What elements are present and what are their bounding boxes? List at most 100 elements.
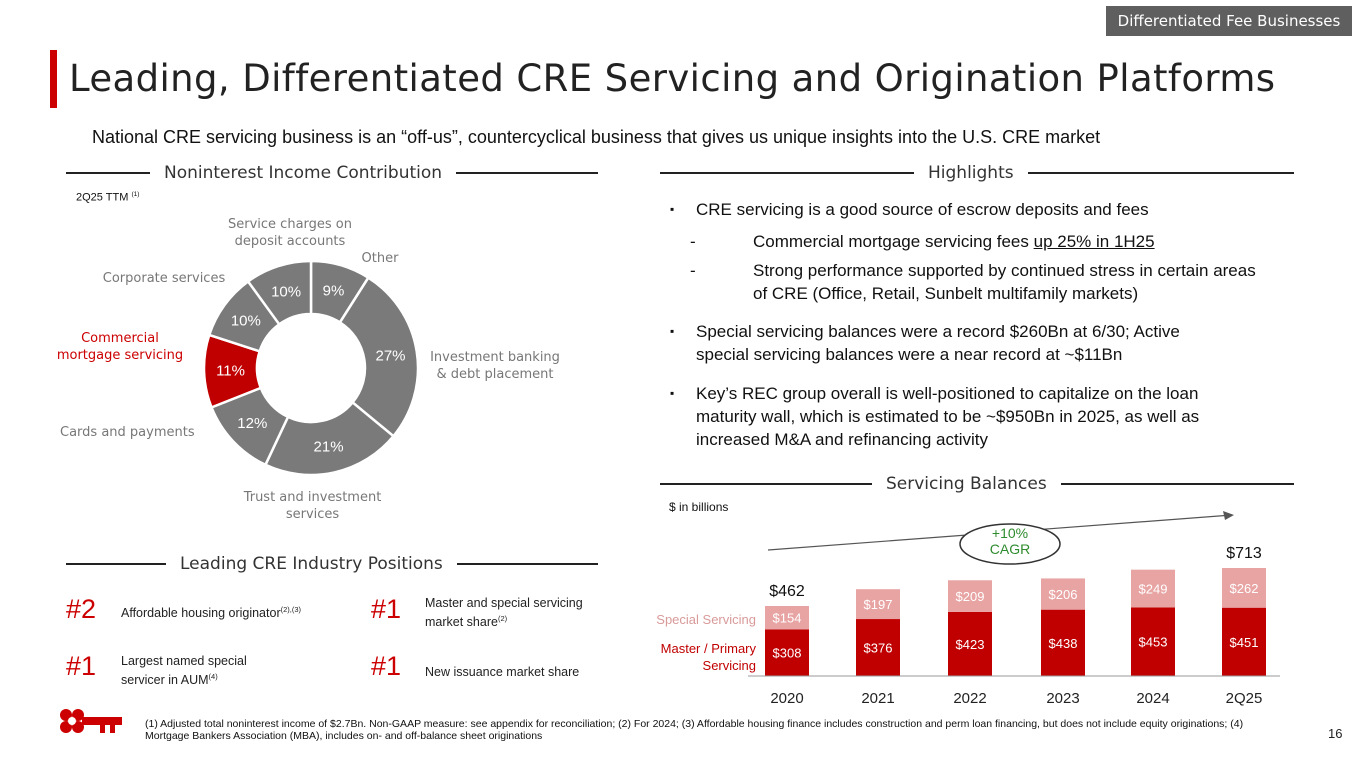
- rank-number: #2: [66, 594, 97, 624]
- bar-label-special: $262: [1230, 581, 1259, 596]
- donut-slice-value: 9%: [323, 283, 345, 300]
- bullet-glyph: ▪: [670, 324, 675, 338]
- bar-master-primary: [948, 611, 992, 676]
- rank-text: New issuance market share: [425, 661, 605, 680]
- section-header-label: Servicing Balances: [886, 474, 1047, 494]
- cagr-bubble: [959, 523, 1061, 565]
- bar-master-primary: [1222, 607, 1266, 676]
- bar-special: [1222, 568, 1266, 608]
- rank-text-main: New issuance market share: [425, 665, 580, 680]
- bar-label-special: $209: [956, 589, 985, 604]
- rank-text-sup: (4): [208, 672, 218, 681]
- cagr-arrow-head: [1223, 511, 1234, 520]
- rank-number: #1: [66, 651, 97, 681]
- page-title: Leading, Differentiated CRE Servicing an…: [69, 57, 1276, 100]
- series-label-master: Master / Primary Servicing: [661, 641, 757, 673]
- rank-text: Largest named special servicer in AUM(4): [121, 654, 271, 688]
- highlight-bullet-3: ▪ Key’s REC group overall is well-positi…: [670, 382, 1310, 451]
- bar-label-master: $451: [1230, 635, 1259, 650]
- donut-slice-value: 10%: [271, 283, 301, 300]
- donut-slice: [246, 259, 313, 327]
- page-number: 16: [1328, 726, 1343, 741]
- highlight-text: Commercial mortgage servicing fees up 25…: [670, 230, 1310, 253]
- highlight-text-underlined: up 25% in 1H25: [1033, 232, 1155, 251]
- key-logo-icon: [60, 709, 122, 733]
- bullet-glyph: ▪: [670, 386, 675, 400]
- bar-label-special: $197: [864, 597, 893, 612]
- x-tick-label: 2022: [953, 690, 986, 707]
- bar-total-label: $462: [769, 583, 805, 600]
- x-tick-label: 2021: [861, 690, 894, 707]
- rank-text: Master and special servicing market shar…: [425, 596, 605, 630]
- rank-text-sup: (2),(3): [280, 605, 302, 614]
- bar-label-master: $453: [1139, 635, 1168, 650]
- highlight-text: Special servicing balances were a record…: [696, 322, 1180, 364]
- page-subtitle: National CRE servicing business is an “o…: [92, 127, 1101, 147]
- bar-total-label: $713: [1226, 545, 1262, 562]
- bar-special: [765, 606, 809, 630]
- rank-text-main: Master and special servicing market shar…: [425, 596, 583, 630]
- ttm-note: 2Q25 TTM (1): [76, 191, 140, 204]
- bar-special: [1131, 569, 1175, 608]
- highlight-text: Key’s REC group overall is well-position…: [696, 384, 1200, 449]
- bar-special: [1041, 578, 1085, 610]
- bar-label-master: $438: [1049, 636, 1078, 651]
- cagr-label: +10% CAGR: [990, 525, 1030, 557]
- section-header-income: Noninterest Income Contribution: [66, 162, 598, 184]
- bar-special: [948, 580, 992, 612]
- bar-label-master: $376: [864, 641, 893, 656]
- x-tick-label: 2023: [1046, 690, 1079, 707]
- x-tick-label: 2020: [770, 690, 803, 707]
- donut-label-investment-banking: Investment banking & debt placement: [430, 350, 560, 382]
- x-tick-label: 2Q25: [1226, 690, 1263, 707]
- x-tick-label: 2024: [1136, 690, 1169, 707]
- bar-master-primary: [856, 619, 900, 676]
- highlight-bullet-2: ▪ Special servicing balances were a reco…: [670, 320, 1310, 366]
- bar-label-special: $154: [773, 611, 802, 626]
- dash-glyph: -: [690, 232, 696, 251]
- donut-slice: [338, 275, 420, 438]
- section-header-servicing: Servicing Balances: [660, 473, 1294, 495]
- ttm-note-text: 2Q25 TTM: [76, 191, 129, 204]
- donut-label-other: Other: [361, 251, 399, 266]
- servicing-balances-chart: +10% CAGR $308 $154 2020 $462 $376 $197 2021 $423…: [656, 511, 1280, 707]
- highlight-text: CRE servicing is a good source of escrow…: [696, 200, 1149, 219]
- bar-special: [856, 589, 900, 620]
- donut-slice-value: 21%: [314, 439, 344, 456]
- dash-glyph: -: [690, 261, 696, 280]
- rank-number: #1: [371, 651, 402, 681]
- section-tag: Differentiated Fee Businesses: [1106, 6, 1352, 36]
- highlight-sub-1: - Commercial mortgage servicing fees up …: [670, 230, 1310, 253]
- donut-label-corporate: Corporate services: [102, 271, 226, 286]
- donut-slice-value: 10%: [231, 313, 261, 330]
- rank-number: #1: [371, 594, 402, 624]
- section-header-label: Highlights: [928, 163, 1014, 183]
- section-header-label: Noninterest Income Contribution: [164, 163, 443, 183]
- highlight-sub-2: - Strong performance supported by contin…: [670, 259, 1310, 305]
- ttm-note-sup: (1): [131, 191, 140, 198]
- bar-label-master: $423: [956, 637, 985, 652]
- highlight-bullet-1: ▪ CRE servicing is a good source of escr…: [670, 198, 1310, 221]
- donut-slice-value: 11%: [216, 363, 245, 380]
- bar-label-master: $308: [773, 646, 802, 661]
- bar-master-primary: [1041, 609, 1085, 676]
- bar-label-special: $206: [1049, 587, 1078, 602]
- bar-master-primary: [765, 629, 809, 676]
- income-donut-chart: 9% 27% 21% 12% 11% 10% 10%: [202, 259, 420, 477]
- donut-label-trust: Trust and investment services: [243, 490, 382, 522]
- section-header-label: Leading CRE Industry Positions: [180, 554, 443, 574]
- section-header-highlights: Highlights: [660, 162, 1294, 184]
- donut-label-commercial-mortgage: Commercial mortgage servicing: [56, 331, 184, 363]
- series-label-special: Special Servicing: [656, 612, 756, 627]
- title-accent-bar: [50, 50, 57, 108]
- bar-master-primary: [1131, 607, 1175, 676]
- donut-label-cards: Cards and payments: [60, 425, 195, 440]
- highlight-text: Strong performance supported by continue…: [753, 261, 1256, 303]
- rank-text-sup: (2): [497, 614, 508, 623]
- donut-slice-value: 12%: [237, 415, 267, 432]
- rank-text-main: Largest named special servicer in AUM: [121, 654, 247, 688]
- highlight-text-pre: Commercial mortgage servicing fees: [753, 232, 1034, 251]
- donut-slice-value: 27%: [375, 347, 405, 364]
- rank-text-main: Affordable housing originator: [121, 606, 281, 621]
- bar-label-special: $249: [1139, 582, 1168, 597]
